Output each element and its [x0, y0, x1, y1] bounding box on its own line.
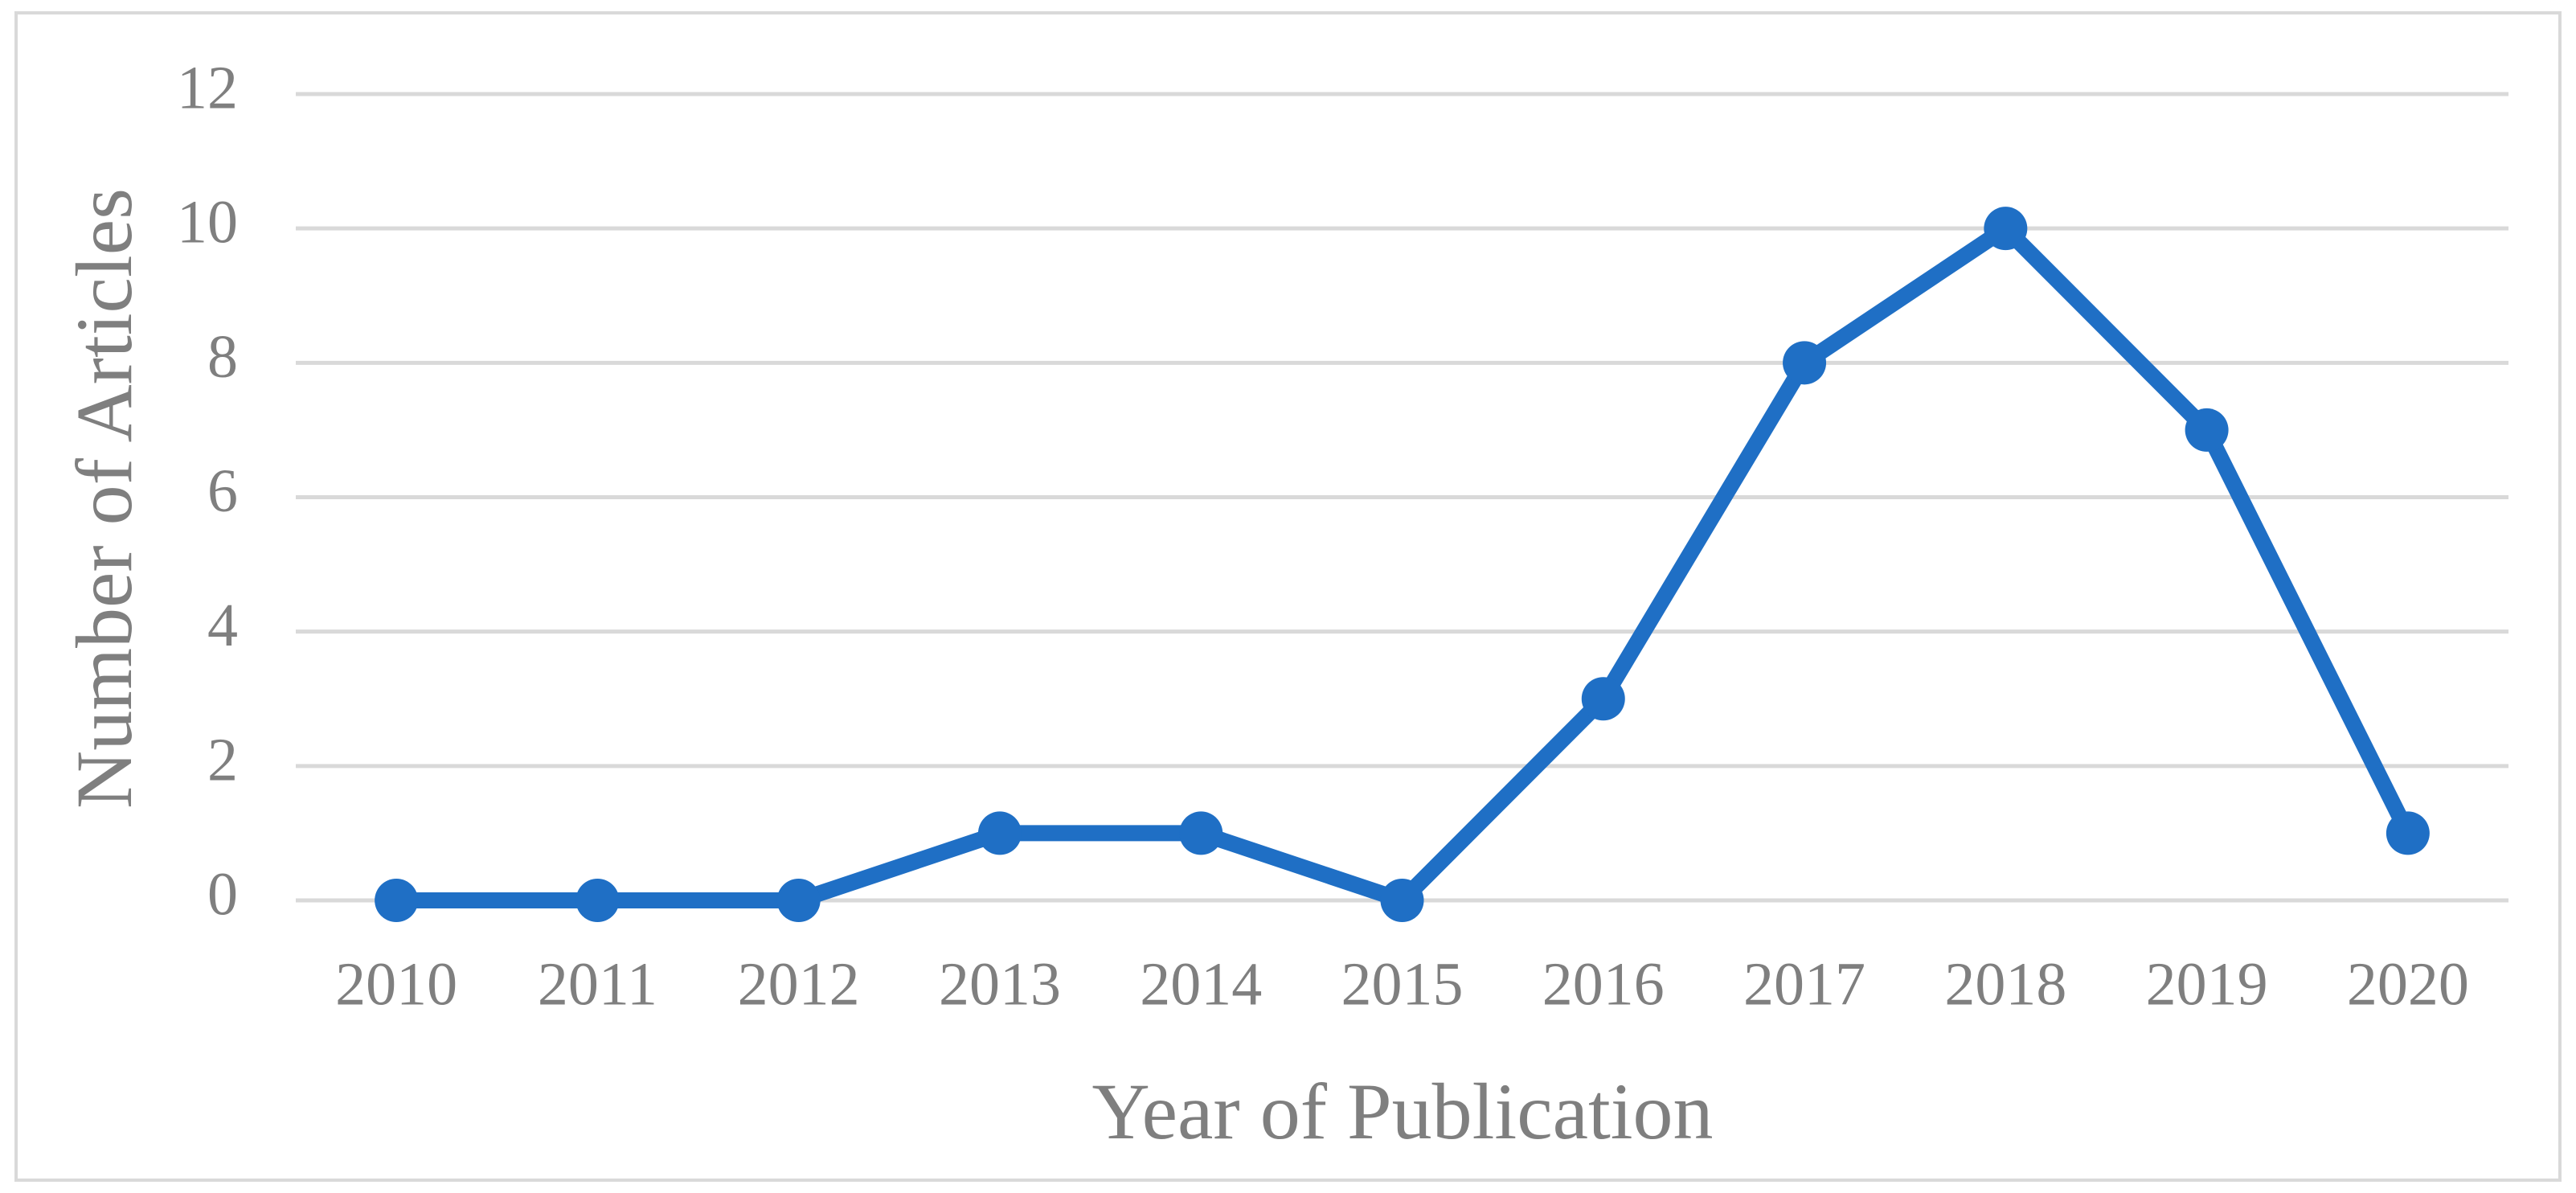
- data-point: [1179, 811, 1223, 855]
- x-axis-title: Year of Publication: [1091, 1067, 1713, 1156]
- x-tick-label: 2019: [2146, 950, 2268, 1018]
- data-point: [977, 811, 1022, 855]
- y-axis-title: Number of Articles: [59, 188, 149, 809]
- data-point: [776, 879, 821, 922]
- data-point: [375, 879, 419, 922]
- x-tick-label: 2016: [1542, 950, 1665, 1018]
- data-point: [2185, 408, 2229, 452]
- x-tick-label: 2020: [2347, 950, 2469, 1018]
- data-point: [1581, 677, 1625, 721]
- x-tick-label: 2012: [738, 950, 860, 1018]
- y-tick-label: 0: [207, 860, 238, 928]
- y-tick-label: 4: [207, 592, 238, 659]
- x-tick-label: 2018: [1944, 950, 2066, 1018]
- data-point: [575, 879, 620, 922]
- y-tick-label: 12: [177, 54, 238, 121]
- y-tick-label: 10: [177, 189, 238, 256]
- x-tick-label: 2017: [1743, 950, 1865, 1018]
- y-tick-label: 8: [207, 323, 238, 391]
- y-tick-label: 6: [207, 457, 238, 525]
- y-tick-label: 2: [207, 726, 238, 793]
- x-tick-label: 2013: [939, 950, 1061, 1018]
- x-tick-label: 2014: [1140, 950, 1262, 1018]
- data-point: [2386, 811, 2430, 855]
- x-tick-label: 2010: [335, 950, 457, 1018]
- x-tick-label: 2015: [1341, 950, 1464, 1018]
- data-point: [1984, 207, 2028, 251]
- data-point: [1783, 341, 1827, 385]
- chart-frame: [14, 11, 2562, 1182]
- x-tick-label: 2011: [538, 950, 657, 1018]
- data-point: [1380, 879, 1424, 922]
